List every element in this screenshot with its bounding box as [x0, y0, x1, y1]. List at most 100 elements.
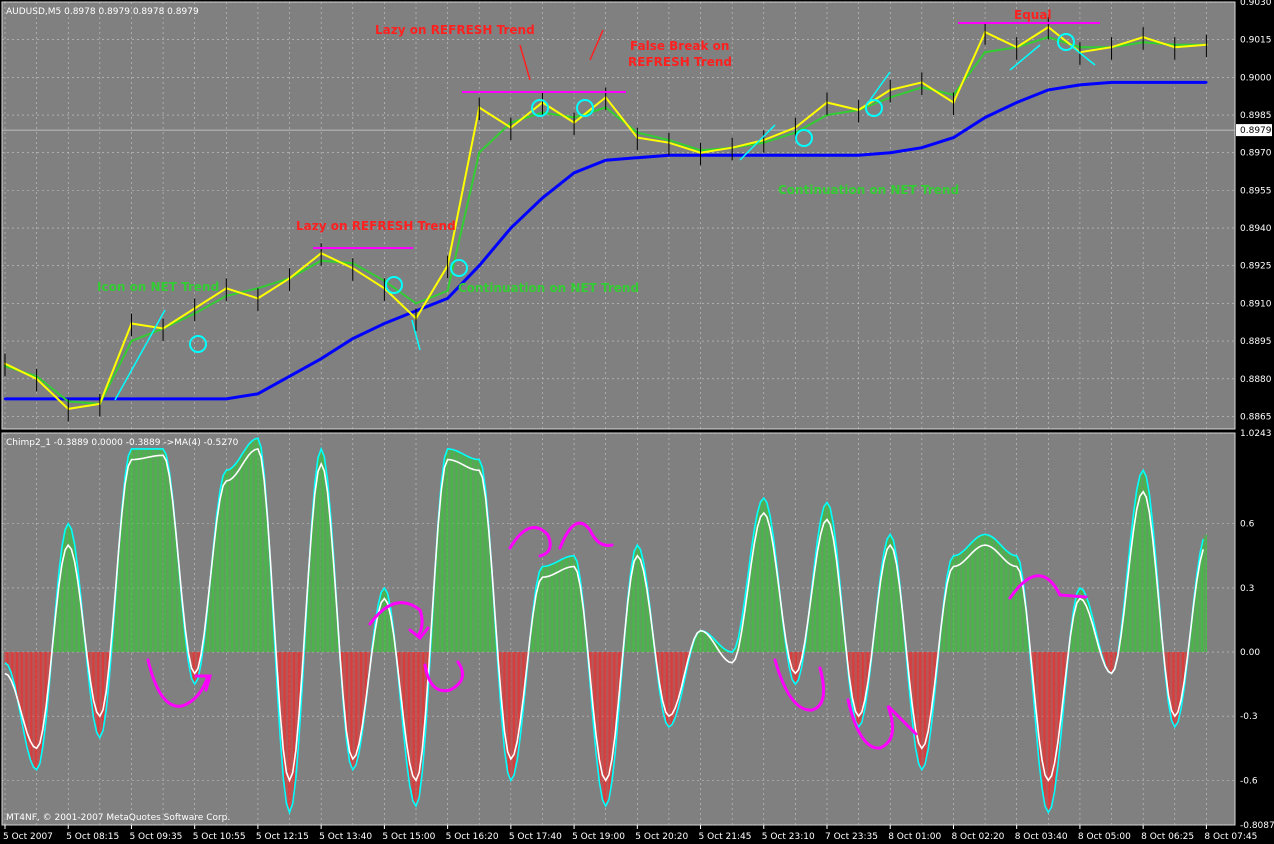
main-y-tick-label: 0.9000: [1240, 73, 1272, 83]
indicator-markup: [146, 521, 1088, 750]
series-point: [952, 136, 955, 139]
main-y-tick-label: 0.8955: [1240, 186, 1272, 196]
series-point: [3, 397, 7, 401]
series-point: [1141, 81, 1145, 84]
series-point: [35, 397, 38, 401]
series-point: [1205, 81, 1208, 84]
chart-annotation: REFRESH Trend: [628, 55, 732, 69]
series-point: [1015, 101, 1018, 104]
series-point: [446, 289, 449, 293]
main-y-tick-label: 0.8895: [1240, 337, 1272, 347]
x-tick-label: 8 Oct 06:25: [1141, 832, 1194, 842]
hand-markup: [508, 525, 552, 558]
hand-markup: [558, 521, 614, 550]
hand-markup: [423, 660, 464, 693]
signal-arrow: [411, 319, 421, 351]
main-y-tick-label: 0.8925: [1240, 262, 1272, 272]
series-point: [130, 339, 133, 343]
annotation-arrow: [589, 29, 604, 61]
series-point: [920, 146, 924, 149]
indicator-panel-background: [1, 432, 1236, 826]
x-tick-label: 5 Oct 2007: [3, 832, 53, 842]
series-point: [1078, 83, 1082, 87]
signal-arrow: [1069, 44, 1096, 66]
series-point: [983, 116, 987, 119]
ma-line: [4, 447, 1204, 783]
main-y-tick-label: 0.8880: [1240, 375, 1272, 385]
copyright-text: MT4NF, © 2001-2007 MetaQuotes Software C…: [6, 813, 230, 823]
series-point: [541, 196, 544, 200]
series-point: [478, 151, 481, 154]
signal-circle: [865, 99, 883, 117]
main-y-tick-label: 0.9030: [1240, 0, 1272, 8]
series-point: [636, 156, 639, 159]
current-price-box: [1236, 124, 1272, 137]
series-point: [794, 154, 797, 157]
series-point: [825, 154, 829, 157]
x-tick-label: 8 Oct 03:40: [1015, 832, 1068, 842]
chart-annotation: Icon on NET Trend: [97, 280, 219, 294]
x-tick-label: 5 Oct 20:20: [635, 832, 688, 842]
main-y-tick-label: 0.8910: [1240, 299, 1272, 309]
ind-y-tick-label: 1.0243: [1240, 429, 1272, 439]
signal-circle: [576, 99, 594, 117]
ind-y-tick-label: -0.6: [1240, 776, 1258, 786]
chart-annotation: Lazy on REFRESH Trend: [375, 23, 535, 37]
main-panel-header: AUDUSD,M5 0.8978 0.8979 0.8978 0.8979: [6, 7, 199, 17]
signal-circle: [189, 335, 207, 353]
main-y-tick-label: 0.8940: [1240, 224, 1272, 234]
series-point: [762, 154, 765, 157]
signal-circle: [531, 99, 549, 117]
signal-circle: [385, 276, 403, 294]
x-tick-label: 5 Oct 19:00: [572, 832, 625, 842]
series-point: [509, 226, 513, 230]
main-y-tick-label: 0.9015: [1240, 36, 1272, 46]
x-tick-label: 5 Oct 13:40: [319, 832, 372, 842]
main-panel-background: [1, 1, 1236, 430]
main-y-tick-label: 0.8865: [1240, 412, 1272, 422]
x-tick-label: 5 Oct 23:10: [762, 832, 815, 842]
series-point: [1047, 88, 1050, 92]
signal-arrow: [869, 71, 891, 101]
signal-circle: [450, 259, 468, 277]
chart-annotation: Continuation on NET Trend: [458, 281, 639, 295]
x-tick-label: 5 Oct 12:15: [256, 832, 309, 842]
series-point: [319, 357, 323, 360]
signal-circle: [795, 129, 813, 147]
x-tick-label: 8 Oct 02:20: [951, 832, 1004, 842]
x-tick-label: 8 Oct 01:00: [888, 832, 941, 842]
ind-y-tick-label: -0.3: [1240, 712, 1258, 722]
series-point: [288, 375, 291, 378]
axes: 0.9030 0.9015 0.9000 0.8985 0.8970 0.8955 0.89…: [3, 0, 1274, 842]
x-tick-label: 5 Oct 08:15: [66, 832, 119, 842]
series-point: [351, 337, 354, 340]
series-point: [193, 397, 196, 401]
ind-y-tick-label: -0.8087: [1240, 821, 1274, 831]
indicator-series: [4, 437, 1207, 815]
series-point: [446, 297, 449, 300]
x-tick-label: 5 Oct 15:00: [382, 832, 435, 842]
main-series: [3, 17, 1208, 422]
hand-markup: [773, 658, 826, 712]
ind-y-tick-label: 0.6: [1240, 520, 1255, 530]
x-tick-label: 5 Oct 17:40: [509, 832, 562, 842]
indicator-panel: Chimp2_1 -0.3889 0.0000 -0.3889 ->MA(4) …: [1, 432, 1236, 826]
series-point: [572, 171, 576, 174]
chart-annotation: Equal: [1014, 8, 1052, 22]
current-price-label: 0.8979: [1240, 126, 1272, 136]
chart-annotation: Continuation on NET Trend: [778, 183, 959, 197]
x-tick-label: 5 Oct 10:55: [193, 832, 246, 842]
ind-y-tick-label: 0.3: [1240, 584, 1254, 594]
x-tick-label: 7 Oct 23:35: [825, 832, 878, 842]
series-point: [130, 397, 133, 401]
series-point: [414, 302, 418, 305]
indicator-panel-header: Chimp2_1 -0.3889 0.0000 -0.3889 ->MA(4) …: [6, 438, 239, 448]
hand-markup: [368, 601, 430, 641]
x-tick-label: 5 Oct 16:20: [446, 832, 499, 842]
series-point: [983, 51, 987, 54]
main-annotations: Lazy on REFRESH Trend False Break on REFRE…: [97, 8, 1100, 401]
series-point: [857, 154, 860, 157]
annotation-arrow: [519, 44, 531, 81]
series-point: [1110, 81, 1113, 84]
